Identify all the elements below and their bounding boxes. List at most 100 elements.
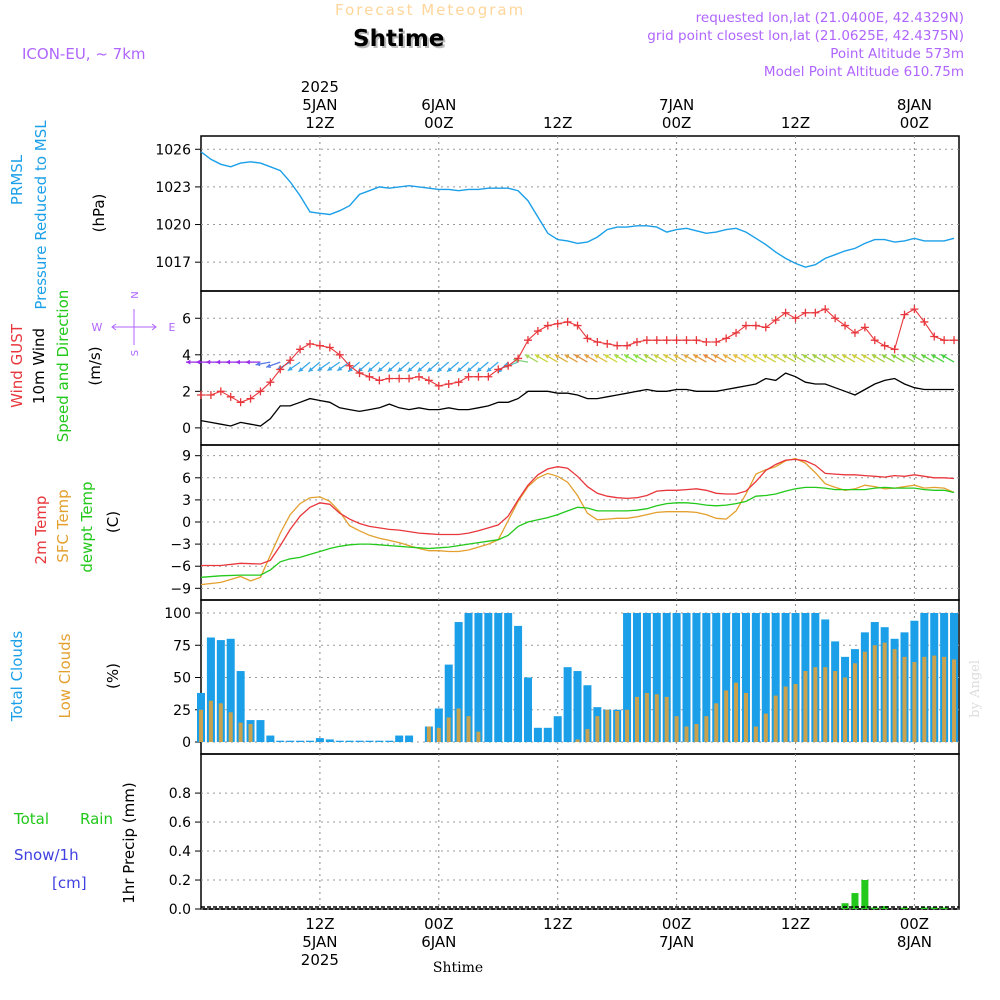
model-label: ICON-EU, ~ 7km bbox=[22, 45, 146, 63]
wind-arrow-head bbox=[802, 354, 808, 359]
wind-arrow-head bbox=[524, 354, 530, 359]
total-cloud-bar bbox=[533, 727, 542, 742]
low-cloud-bar bbox=[575, 739, 580, 742]
total-cloud-bar bbox=[662, 613, 671, 742]
precip-bar bbox=[940, 907, 948, 909]
low-cloud-bar bbox=[952, 659, 957, 742]
time-label-bottom: 00Z bbox=[900, 915, 929, 933]
gust-marker bbox=[563, 317, 572, 326]
total-cloud-bar bbox=[553, 716, 562, 742]
wind-arrow-head bbox=[437, 367, 443, 372]
gust-marker bbox=[841, 321, 850, 330]
gust-marker bbox=[335, 350, 344, 359]
precipitation-panel-frame bbox=[200, 753, 960, 910]
wind-arrow-head bbox=[762, 354, 768, 359]
wind-arrow-head bbox=[732, 354, 738, 359]
pressure-unit: (hPa) bbox=[90, 194, 108, 233]
total-cloud-bar bbox=[563, 667, 572, 742]
gust-marker bbox=[355, 369, 364, 378]
time-label-top: 5JAN bbox=[302, 96, 337, 114]
wind-arrow-head bbox=[544, 354, 550, 359]
low-cloud-bar bbox=[803, 671, 808, 742]
wind-arrow-head bbox=[564, 354, 570, 359]
low-cloud-bar bbox=[902, 656, 907, 742]
wind-arrow-head bbox=[298, 367, 304, 372]
gust-marker bbox=[305, 339, 314, 348]
time-label-top: 00Z bbox=[900, 114, 929, 132]
low-cloud-bar bbox=[238, 722, 243, 742]
y-tick-label: 0.4 bbox=[169, 844, 191, 860]
wind-arrow-head bbox=[195, 359, 201, 365]
total-cloud-bar bbox=[365, 740, 374, 742]
low-cloud-bar bbox=[724, 690, 729, 742]
wind-arrow-head bbox=[742, 354, 748, 359]
chart-title: Forecast Meteogram bbox=[335, 1, 526, 19]
low-cloud-bar bbox=[942, 656, 947, 742]
y-tick-label: 0 bbox=[182, 515, 191, 531]
wind-arrow-head bbox=[693, 354, 699, 359]
temp-label: 2m Temp bbox=[32, 496, 50, 565]
gust-marker bbox=[850, 328, 859, 337]
y-tick-label: 0.2 bbox=[169, 873, 191, 889]
temp-2m-line bbox=[201, 458, 955, 567]
low-cloud-bar bbox=[585, 729, 590, 742]
clouds-unit: (%) bbox=[104, 663, 122, 689]
total-cloud-bar bbox=[692, 613, 701, 742]
low-cloud-bar bbox=[426, 726, 431, 742]
precip-bar bbox=[881, 906, 889, 909]
total-cloud-bar bbox=[751, 613, 760, 742]
total-cloud-bar bbox=[672, 613, 681, 742]
wind-arrow-head bbox=[673, 354, 679, 359]
total-cloud-bar bbox=[741, 613, 750, 742]
pressure-label-long: Pressure Reduced to MSL bbox=[32, 120, 50, 310]
wind-arrow-head bbox=[215, 359, 221, 365]
wind-arrow-head bbox=[594, 354, 600, 359]
wind-arrow-head bbox=[723, 354, 729, 359]
low-cloud-bar bbox=[456, 708, 461, 742]
time-label-bottom: 12Z bbox=[305, 915, 334, 933]
total-cloud-bar bbox=[206, 637, 215, 742]
wind-arrow-head bbox=[643, 354, 649, 359]
y-tick-label: −9 bbox=[170, 581, 191, 597]
y-tick-label: 0.6 bbox=[169, 815, 191, 831]
gust-marker bbox=[315, 341, 324, 350]
time-label-top: 12Z bbox=[543, 114, 572, 132]
precip-bar bbox=[871, 907, 879, 909]
precip-unit: 1hr Precip (mm) bbox=[120, 782, 138, 903]
gust-marker bbox=[385, 374, 394, 383]
gust-marker bbox=[870, 336, 879, 345]
wind-arrow-head bbox=[534, 354, 540, 359]
low-cloud-bar bbox=[634, 696, 639, 742]
wind-arrow-head bbox=[457, 367, 462, 372]
low-cloud-bar bbox=[793, 683, 798, 742]
low-cloud-bar bbox=[248, 723, 253, 742]
low-cloud-bar bbox=[199, 709, 203, 742]
wind-unit: (m/s) bbox=[86, 346, 104, 385]
total-cloud-bar bbox=[464, 613, 473, 742]
y-tick-label: 6 bbox=[182, 471, 191, 487]
gust-marker bbox=[444, 380, 453, 389]
gust-marker bbox=[593, 338, 602, 347]
low-cloud-bar bbox=[644, 692, 649, 742]
precip-bar bbox=[930, 907, 938, 909]
total-cloud-bar bbox=[355, 740, 364, 742]
gust-marker bbox=[434, 381, 443, 390]
time-label-top: 7JAN bbox=[659, 96, 694, 114]
gust-marker bbox=[880, 341, 889, 350]
low-cloud-bar bbox=[436, 727, 441, 742]
wind-arrow-head bbox=[663, 354, 669, 359]
wind-arrow-head bbox=[614, 354, 620, 359]
low-cloud-bar bbox=[823, 667, 828, 742]
y-tick-label: 2 bbox=[182, 384, 191, 400]
wind-arrow-head bbox=[205, 359, 211, 365]
wind-arrow-head bbox=[911, 354, 917, 359]
total-cloud-bar bbox=[276, 740, 285, 742]
total-cloud-bar bbox=[791, 613, 800, 742]
total-cloud-bar bbox=[682, 613, 691, 742]
total-cloud-bar bbox=[345, 740, 354, 742]
compass-south: S bbox=[130, 350, 141, 356]
time-label-bottom: 5JAN bbox=[302, 933, 337, 951]
sfc-temp-label: SFC Temp bbox=[54, 489, 72, 562]
low-cloud-bar bbox=[615, 711, 620, 742]
low-cloud-bar bbox=[882, 642, 887, 742]
